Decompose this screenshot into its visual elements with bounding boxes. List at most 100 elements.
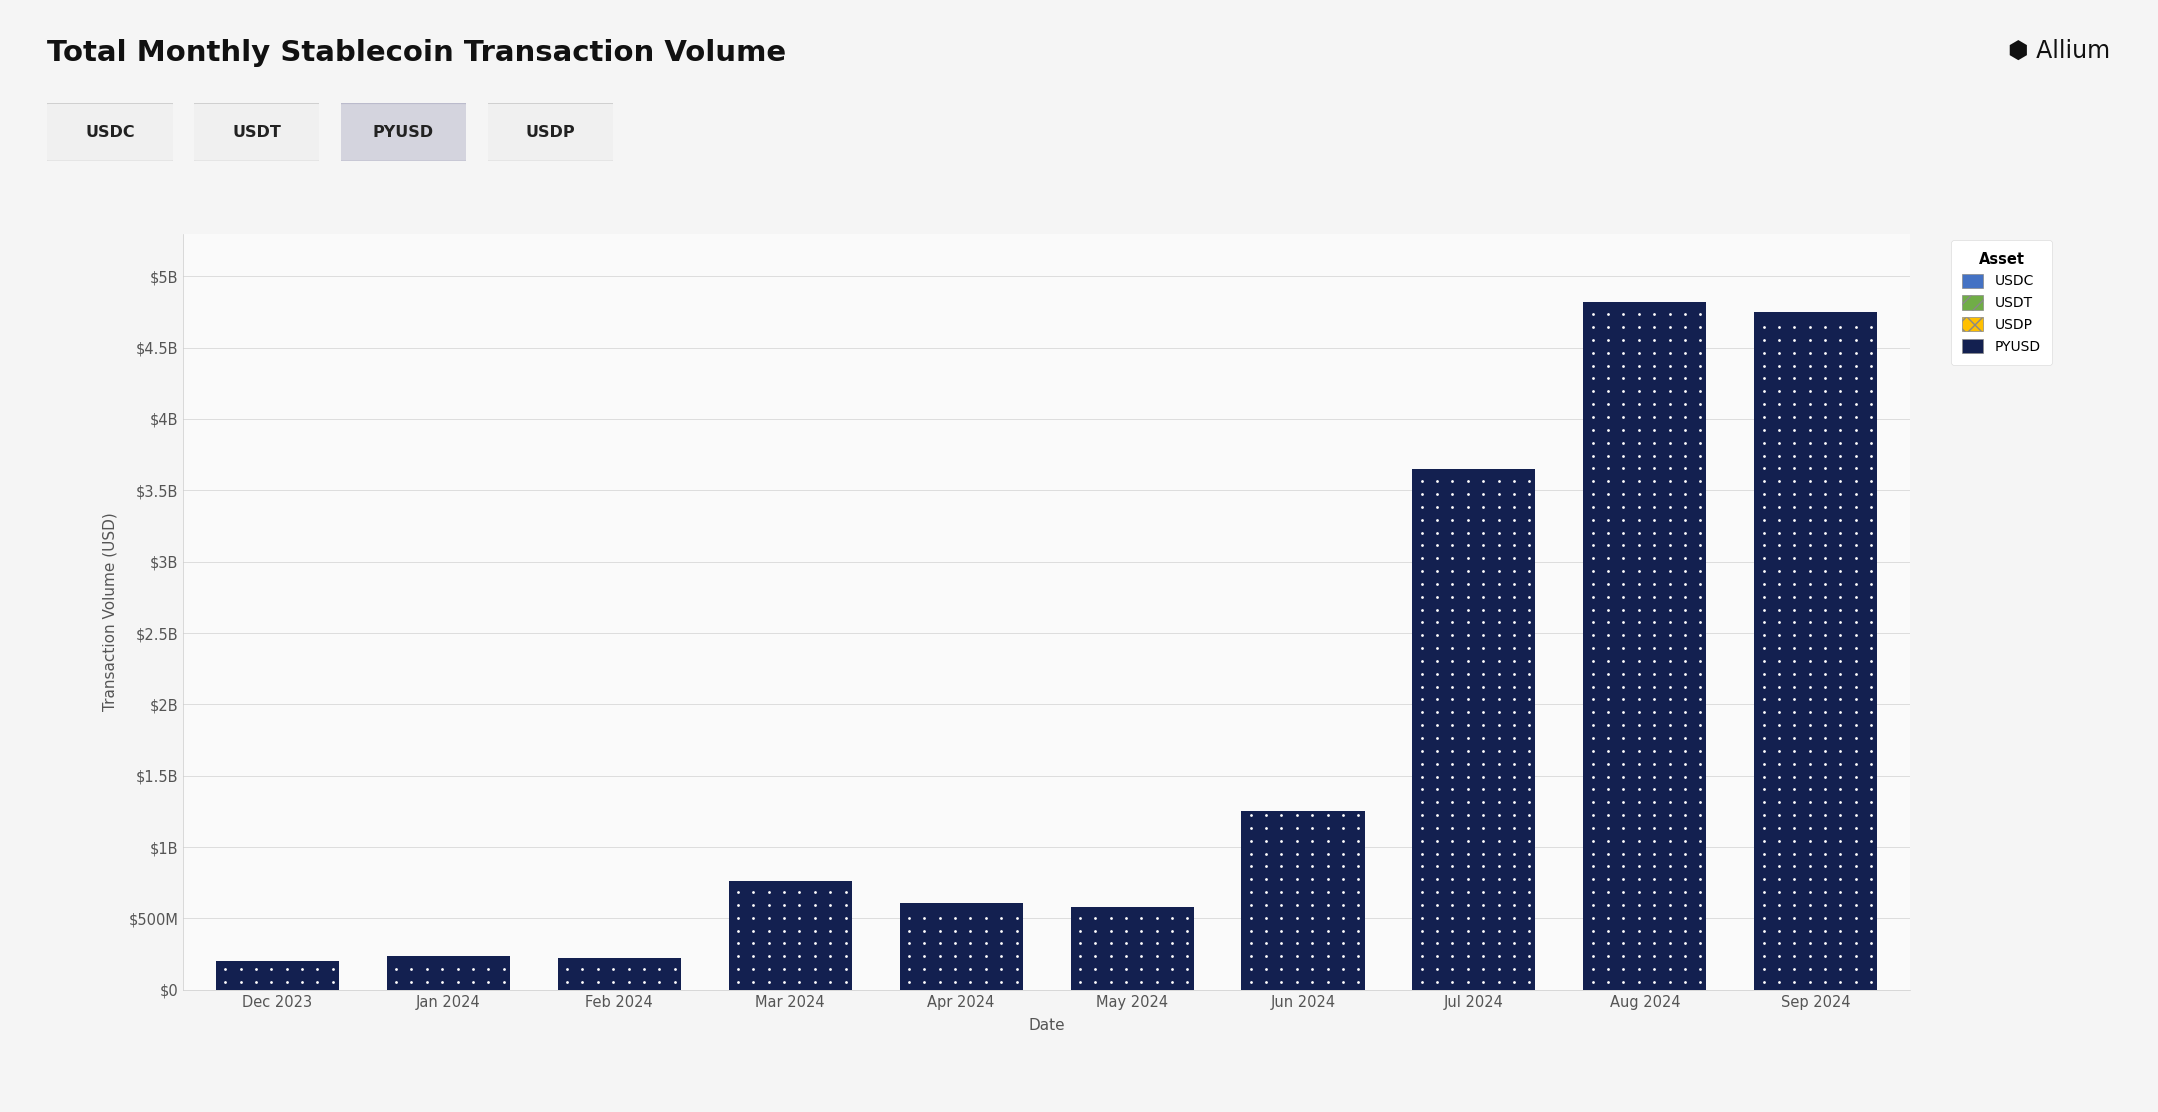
Point <box>1776 793 1811 811</box>
Point <box>1839 369 1873 387</box>
Point <box>829 883 863 901</box>
Point <box>1683 563 1718 580</box>
Bar <box>1070 907 1193 990</box>
Point <box>1824 665 1858 683</box>
Point <box>1295 896 1329 914</box>
Point <box>1746 344 1780 361</box>
Point <box>1590 729 1625 747</box>
Point <box>1621 857 1655 875</box>
Point <box>1746 369 1780 387</box>
Point <box>1638 588 1672 606</box>
Point <box>1109 961 1144 979</box>
Point <box>395 961 429 979</box>
Point <box>1776 806 1811 824</box>
Point <box>1683 793 1718 811</box>
Point <box>1854 408 1888 426</box>
Point <box>1295 806 1329 824</box>
Point <box>1839 857 1873 875</box>
Point <box>1590 677 1625 695</box>
Point <box>1854 395 1888 413</box>
Point <box>751 961 786 979</box>
Point <box>1575 934 1610 952</box>
Point <box>1839 331 1873 349</box>
Point <box>1668 909 1703 926</box>
Point <box>1776 973 1811 991</box>
Point <box>1606 677 1640 695</box>
Point <box>1653 459 1688 477</box>
Point <box>1621 395 1655 413</box>
Point <box>1761 652 1795 669</box>
Point <box>1310 883 1344 901</box>
Point <box>1824 447 1858 465</box>
Point <box>1668 459 1703 477</box>
Point <box>1776 383 1811 400</box>
Point <box>1653 485 1688 503</box>
Point <box>1606 614 1640 632</box>
Point <box>939 961 973 979</box>
Point <box>1854 871 1888 888</box>
Point <box>1839 755 1873 773</box>
Bar <box>729 881 852 990</box>
Point <box>1513 563 1547 580</box>
Point <box>1776 755 1811 773</box>
Point <box>1606 510 1640 528</box>
Point <box>1077 947 1111 965</box>
Point <box>1435 961 1470 979</box>
Point <box>1606 871 1640 888</box>
Point <box>1575 498 1610 516</box>
Point <box>1405 845 1439 863</box>
Point <box>1405 961 1439 979</box>
Point <box>1405 857 1439 875</box>
Point <box>1465 563 1500 580</box>
Point <box>1808 729 1843 747</box>
Point <box>1638 691 1672 708</box>
Point <box>1793 871 1828 888</box>
Point <box>1621 306 1655 324</box>
Point <box>1668 820 1703 837</box>
Point <box>1295 871 1329 888</box>
Point <box>1310 806 1344 824</box>
Point <box>1683 536 1718 554</box>
Point <box>1808 575 1843 593</box>
Point <box>1621 755 1655 773</box>
Point <box>1465 973 1500 991</box>
Point <box>1854 575 1888 593</box>
Point <box>1638 883 1672 901</box>
Point <box>1575 832 1610 850</box>
Point <box>550 961 585 979</box>
Point <box>1668 704 1703 722</box>
Point <box>1575 626 1610 644</box>
Point <box>1653 922 1688 940</box>
Point <box>1653 883 1688 901</box>
Point <box>1340 909 1375 926</box>
Point <box>1746 588 1780 606</box>
Point <box>1761 434 1795 451</box>
Point <box>1824 767 1858 785</box>
Point <box>1590 742 1625 759</box>
Point <box>1170 934 1204 952</box>
Point <box>1746 510 1780 528</box>
Point <box>1854 742 1888 759</box>
Point <box>1435 755 1470 773</box>
Point <box>1668 677 1703 695</box>
Point <box>1839 652 1873 669</box>
Point <box>1824 485 1858 503</box>
Point <box>1824 563 1858 580</box>
Point <box>1761 871 1795 888</box>
Point <box>1776 922 1811 940</box>
Point <box>1498 820 1532 837</box>
Point <box>1109 909 1144 926</box>
Point <box>1808 536 1843 554</box>
Point <box>1638 677 1672 695</box>
Point <box>1575 820 1610 837</box>
Point <box>565 973 600 991</box>
Point <box>1746 806 1780 824</box>
Point <box>1839 781 1873 798</box>
Point <box>1793 767 1828 785</box>
Point <box>1606 421 1640 439</box>
Point <box>1465 614 1500 632</box>
Bar <box>1584 302 1707 990</box>
Point <box>1824 716 1858 734</box>
Point <box>1793 961 1828 979</box>
Point <box>1653 793 1688 811</box>
